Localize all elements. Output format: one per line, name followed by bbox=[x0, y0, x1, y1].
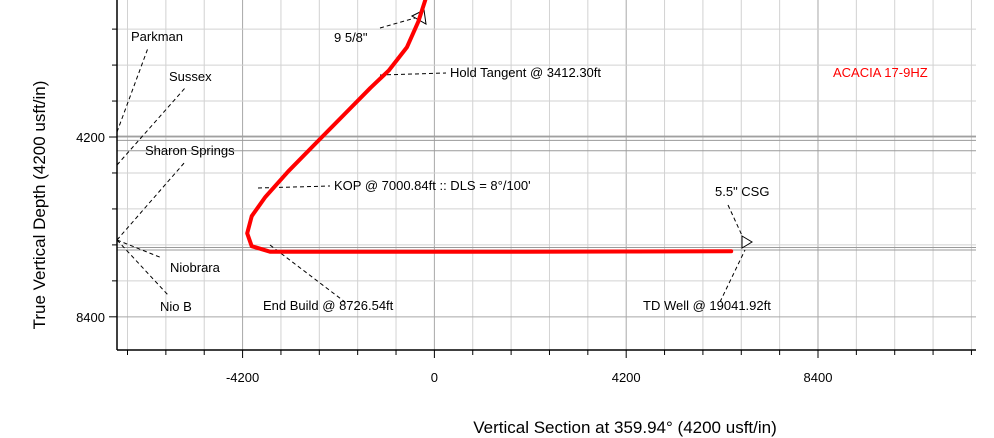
annotation-leader bbox=[379, 17, 416, 29]
x-axis-title: Vertical Section at 359.94° (4200 usft/i… bbox=[473, 418, 777, 437]
annotation-end-build: End Build @ 8726.54ft bbox=[263, 298, 394, 313]
formation-label-niobrara: Niobrara bbox=[170, 260, 221, 275]
series-layer bbox=[245, 0, 734, 254]
formation-leader bbox=[116, 47, 149, 133]
annotation-td-well: TD Well @ 19041.92ft bbox=[643, 298, 771, 313]
annotation-leaders bbox=[116, 9, 753, 303]
x-tick-label: 8400 bbox=[804, 370, 833, 385]
annotation-leader bbox=[379, 72, 447, 76]
y-tick-label: 4200 bbox=[76, 130, 105, 145]
y-axis-title: True Vertical Depth (4200 usft/in) bbox=[30, 81, 49, 330]
formation-leader bbox=[116, 161, 186, 241]
well-name-label: ACACIA 17-9HZ bbox=[833, 65, 928, 80]
axes bbox=[109, 0, 976, 358]
annotation-leader bbox=[269, 244, 346, 303]
annotation-leader bbox=[719, 249, 746, 303]
formation-label-sussex: Sussex bbox=[169, 69, 212, 84]
annotation-kop: KOP @ 7000.84ft :: DLS = 8°/100' bbox=[334, 178, 531, 193]
formation-label-parkman: Parkman bbox=[131, 29, 183, 44]
formation-leader bbox=[116, 87, 186, 166]
y-tick-label: 8400 bbox=[76, 310, 105, 325]
formation-label-nio-b: Nio B bbox=[160, 299, 192, 314]
annotation-casing-9-5-8: 9 5/8" bbox=[334, 30, 368, 45]
formation-leader bbox=[116, 239, 163, 259]
formation-label-sharon-springs: Sharon Springs bbox=[145, 143, 235, 158]
x-tick-label: -4200 bbox=[226, 370, 259, 385]
grid bbox=[117, 0, 976, 350]
annotation-hold-tangent: Hold Tangent @ 3412.30ft bbox=[450, 65, 601, 80]
annotation-leader bbox=[257, 185, 331, 189]
casing-marker-5-5 bbox=[741, 235, 753, 249]
annotation-casing-5-5: 5.5" CSG bbox=[715, 184, 769, 199]
series-line-0 bbox=[245, 0, 734, 254]
x-tick-label: 0 bbox=[431, 370, 438, 385]
formation-leader bbox=[116, 239, 169, 296]
tick-labels: -4200 0 4200 8400 4200 8400 bbox=[76, 130, 832, 385]
x-tick-label: 4200 bbox=[612, 370, 641, 385]
